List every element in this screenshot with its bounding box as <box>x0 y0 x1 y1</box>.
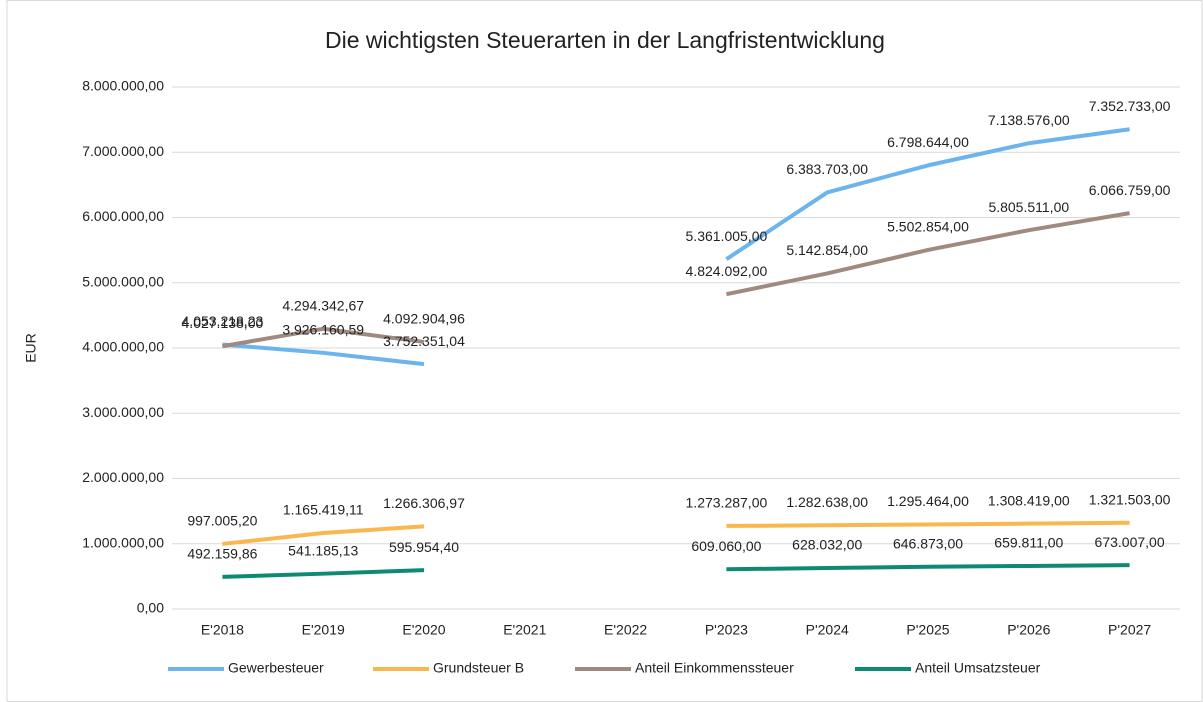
data-label: 492.159,86 <box>187 546 257 562</box>
series-line <box>222 127 1130 367</box>
data-label: 1.266.306,97 <box>383 495 465 511</box>
data-label: 5.502.854,00 <box>887 219 969 235</box>
data-label: 4.294.342,67 <box>282 297 364 313</box>
data-label: 7.138.576,00 <box>988 112 1070 128</box>
data-label: 3.752.351,04 <box>383 333 465 349</box>
legend-label: Grundsteuer B <box>433 660 524 676</box>
data-label: 646.873,00 <box>893 535 963 551</box>
x-tick-label: E'2019 <box>302 622 345 638</box>
data-label: 4.092.904,96 <box>383 311 465 327</box>
data-label: 6.798.644,00 <box>887 134 969 150</box>
x-tick-label: P'2023 <box>705 622 748 638</box>
x-tick-label: P'2024 <box>806 622 849 638</box>
data-label: 1.165.419,11 <box>283 502 364 518</box>
series-line <box>222 563 1130 579</box>
data-label: 4.053.218,23 <box>182 313 264 329</box>
x-tick-label: E'2018 <box>201 622 244 638</box>
x-tick-label: P'2025 <box>906 622 949 638</box>
data-label: 609.060,00 <box>691 538 761 554</box>
data-label: 595.954,40 <box>389 539 459 555</box>
data-label: 4.824.092,00 <box>686 263 768 279</box>
data-label: 6.066.759,00 <box>1089 182 1171 198</box>
y-tick-label: 4.000.000,00 <box>82 339 164 355</box>
x-tick-label: E'2022 <box>604 622 647 638</box>
data-label: 5.805.511,00 <box>988 199 1069 215</box>
data-label: 541.185,13 <box>288 542 358 558</box>
data-label: 1.282.638,00 <box>786 494 868 510</box>
x-tick-label: P'2026 <box>1007 622 1050 638</box>
data-label: 1.273.287,00 <box>686 495 768 511</box>
data-label: 1.295.464,00 <box>887 493 969 509</box>
data-label: 1.321.503,00 <box>1089 491 1171 507</box>
x-tick-label: P'2027 <box>1108 622 1151 638</box>
y-tick-label: 8.000.000,00 <box>82 78 164 94</box>
y-tick-label: 0,00 <box>137 600 164 616</box>
data-label: 628.032,00 <box>792 537 862 553</box>
data-label: 6.383.703,00 <box>786 161 868 177</box>
data-label: 1.308.419,00 <box>988 492 1070 508</box>
data-label: 5.361.005,00 <box>686 228 768 244</box>
y-tick-label: 3.000.000,00 <box>82 404 164 420</box>
legend-label: Gewerbesteuer <box>228 660 324 676</box>
y-tick-label: 5.000.000,00 <box>82 273 164 289</box>
x-tick-label: E'2021 <box>503 622 546 638</box>
data-label: 5.142.854,00 <box>786 242 868 258</box>
data-label: 997.005,20 <box>187 513 257 529</box>
chart-frame <box>6 0 1203 702</box>
legend-label: Anteil Einkommenssteuer <box>635 660 794 676</box>
data-label: 4.027.138,00 <box>182 315 264 331</box>
legend-label: Anteil Umsatzsteuer <box>915 660 1041 676</box>
data-label: 3.926.160,59 <box>282 322 364 338</box>
y-tick-label: 7.000.000,00 <box>82 143 164 159</box>
series-line <box>222 211 1130 349</box>
y-tick-label: 2.000.000,00 <box>82 469 164 485</box>
y-tick-label: 6.000.000,00 <box>82 208 164 224</box>
y-axis-label: EUR <box>23 333 39 363</box>
data-label: 7.352.733,00 <box>1089 98 1171 114</box>
data-label: 659.811,00 <box>994 535 1063 551</box>
x-tick-label: E'2020 <box>402 622 445 638</box>
series-line <box>222 520 1130 546</box>
data-label: 673.007,00 <box>1095 534 1165 550</box>
chart-title: Die wichtigsten Steuerarten in der Langf… <box>325 27 885 53</box>
y-tick-label: 1.000.000,00 <box>82 534 164 550</box>
